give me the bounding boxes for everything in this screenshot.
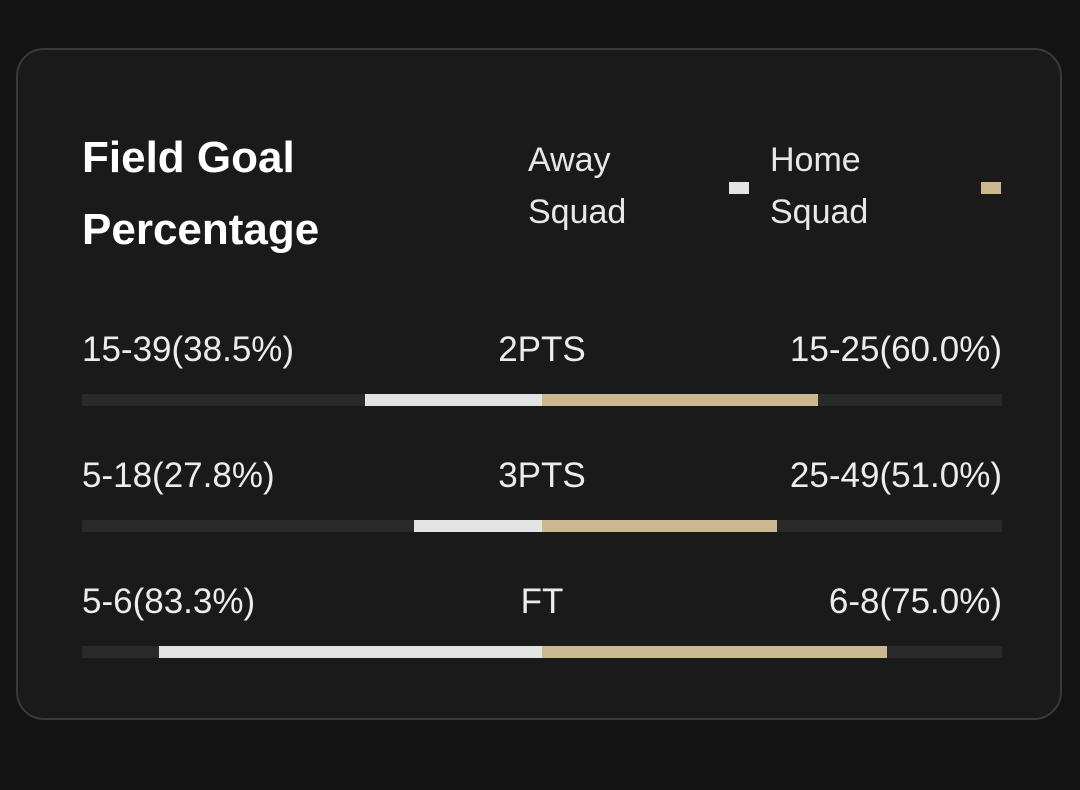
home-bar (542, 520, 777, 532)
stat-label: FT (520, 582, 564, 621)
legend-away-swatch (729, 182, 749, 194)
stat-home-value: 6-8(75.0%) (828, 582, 1002, 621)
field-goal-card: Field Goal Percentage Away Squad Home Sq… (16, 48, 1062, 720)
stat-row-3pts: 5-18(27.8%) 3PTS 25-49(51.0%) (82, 453, 1002, 553)
card-title: Field Goal Percentage (82, 133, 320, 254)
stat-away-value: 5-6(83.3%) (82, 582, 256, 621)
away-bar (414, 520, 542, 532)
stat-away-value: 5-18(27.8%) (82, 456, 275, 495)
stat-label: 2PTS (498, 330, 586, 369)
stat-label: 3PTS (498, 456, 586, 495)
home-bar (542, 646, 887, 658)
comparison-bar (82, 394, 1002, 406)
away-bar (158, 646, 542, 658)
home-bar (542, 394, 818, 406)
away-bar (364, 394, 542, 406)
comparison-bar (82, 520, 1002, 532)
stat-home-value: 15-25(60.0%) (789, 330, 1002, 369)
stat-row-2pts: 15-39(38.5%) 2PTS 15-25(60.0%) (82, 327, 1002, 427)
stat-row-ft: 5-6(83.3%) FT 6-8(75.0%) (82, 579, 1002, 679)
comparison-bar (82, 646, 1002, 658)
legend-home-label: Home Squad (770, 141, 869, 231)
stat-home-value: 25-49(51.0%) (789, 456, 1002, 495)
stat-away-value: 15-39(38.5%) (82, 330, 295, 369)
legend-home-swatch (981, 182, 1001, 194)
legend-away-label: Away Squad (528, 141, 627, 231)
